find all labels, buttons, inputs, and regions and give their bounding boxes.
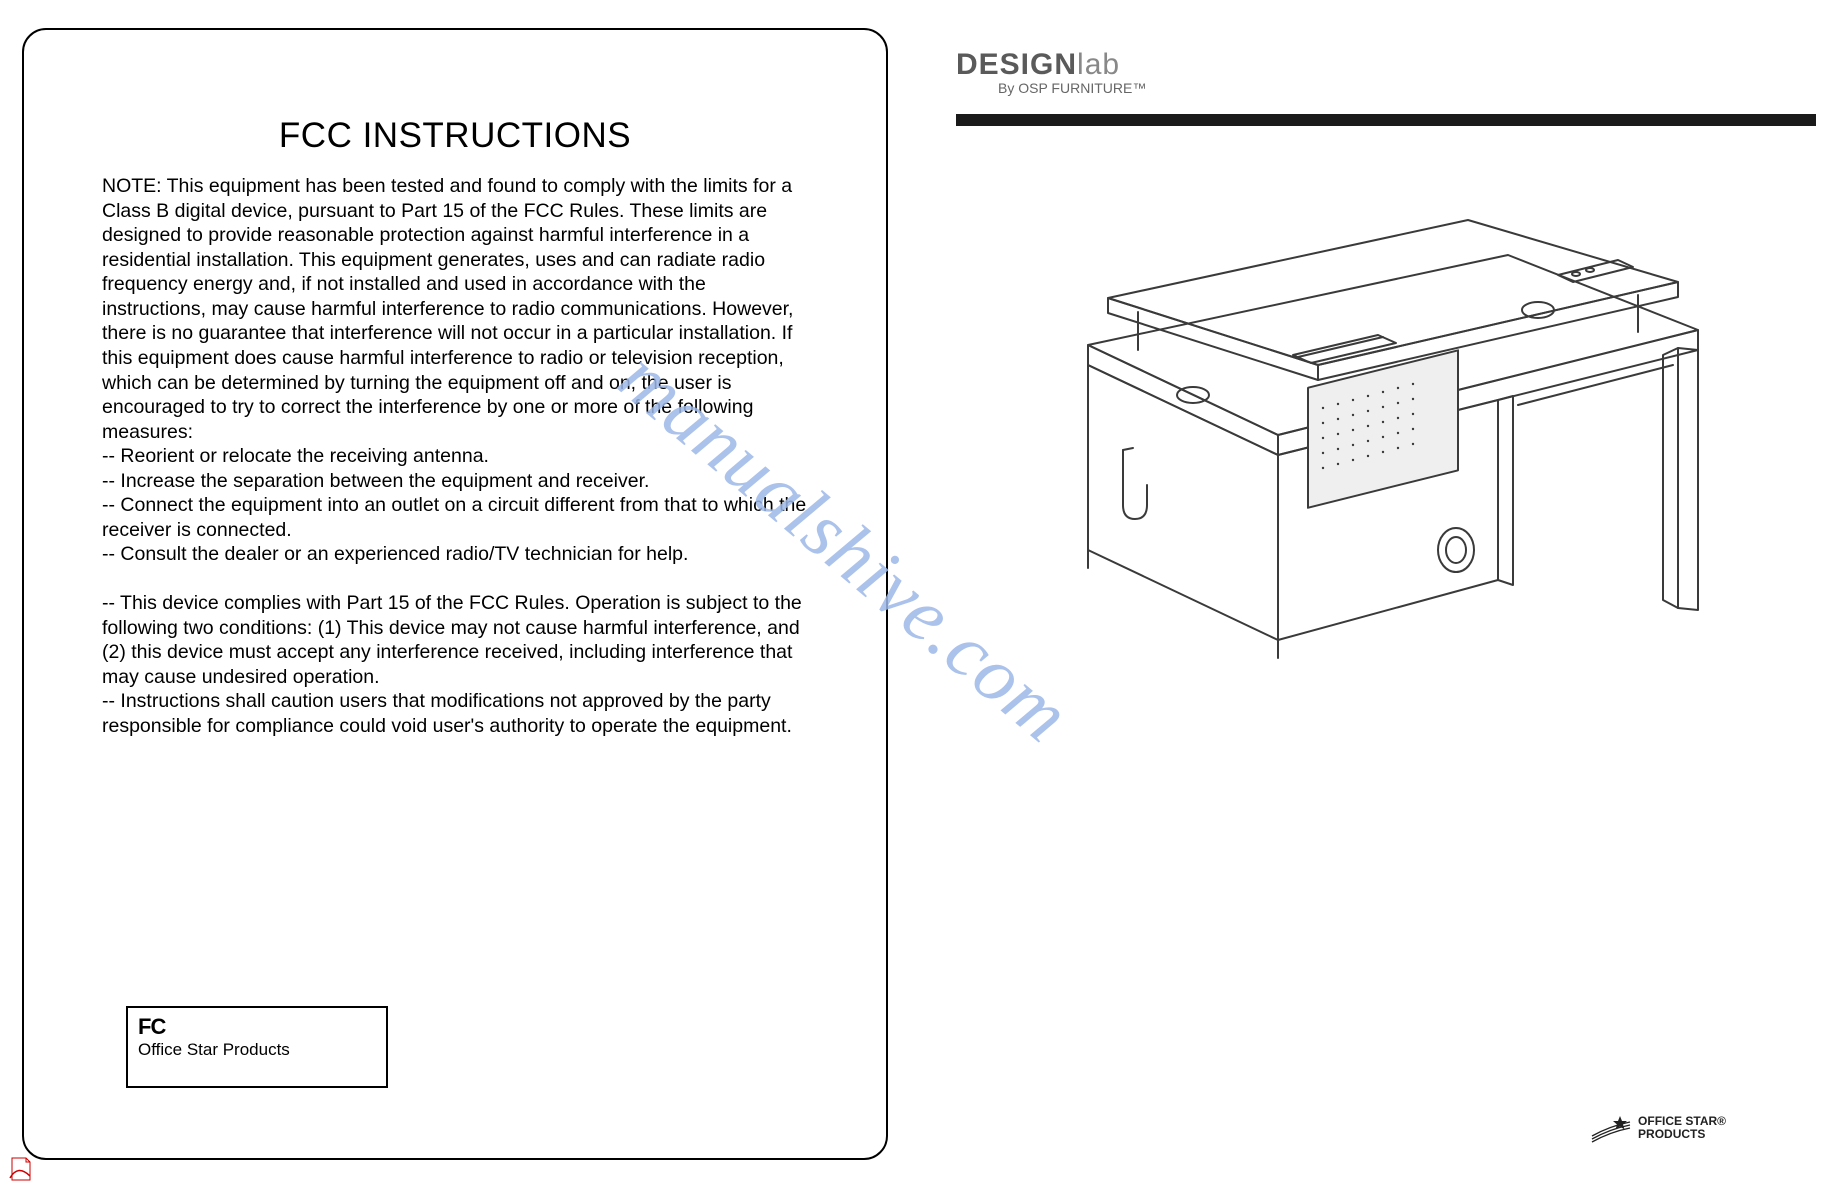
- pdf-corner-icon: [8, 1156, 34, 1182]
- footer-brand-logo: OFFICE STAR® PRODUCTS: [1590, 1112, 1726, 1144]
- brand-subline: By OSP FURNITURE™: [998, 80, 1776, 96]
- fcc-para-part15: -- This device complies with Part 15 of …: [102, 591, 808, 689]
- left-page: FCC INSTRUCTIONS NOTE: This equipment ha…: [0, 0, 918, 1188]
- footer-brand-text: OFFICE STAR® PRODUCTS: [1638, 1115, 1726, 1140]
- fcc-bullet-3: -- Connect the equipment into an outlet …: [102, 493, 808, 542]
- fcc-certification-box: FC Office Star Products: [126, 1006, 388, 1088]
- fcc-body: NOTE: This equipment has been tested and…: [102, 174, 808, 738]
- brand-bold: DESIGN: [956, 48, 1077, 81]
- star-swoosh-icon: [1590, 1112, 1632, 1144]
- brand-logo: DESIGNlab: [956, 48, 1776, 82]
- fcc-bullet-4: -- Consult the dealer or an experienced …: [102, 542, 808, 567]
- brand-light: lab: [1077, 48, 1120, 81]
- desk-illustration: [978, 180, 1758, 700]
- fcc-para-note: NOTE: This equipment has been tested and…: [102, 174, 808, 444]
- right-page: DESIGNlab By OSP FURNITURE™: [918, 0, 1836, 1188]
- fcc-company-name: Office Star Products: [138, 1040, 376, 1060]
- fcc-logo-mark: FC: [138, 1016, 376, 1038]
- fcc-para-caution: -- Instructions shall caution users that…: [102, 689, 808, 738]
- footer-line-2: PRODUCTS: [1638, 1128, 1726, 1141]
- fcc-bullet-1: -- Reorient or relocate the receiving an…: [102, 444, 808, 469]
- fcc-content: FCC INSTRUCTIONS NOTE: This equipment ha…: [22, 28, 888, 738]
- brand-rule: [956, 114, 1816, 126]
- fcc-bullet-2: -- Increase the separation between the e…: [102, 469, 808, 494]
- brand-header: DESIGNlab By OSP FURNITURE™: [956, 48, 1776, 126]
- fcc-title: FCC INSTRUCTIONS: [102, 116, 808, 156]
